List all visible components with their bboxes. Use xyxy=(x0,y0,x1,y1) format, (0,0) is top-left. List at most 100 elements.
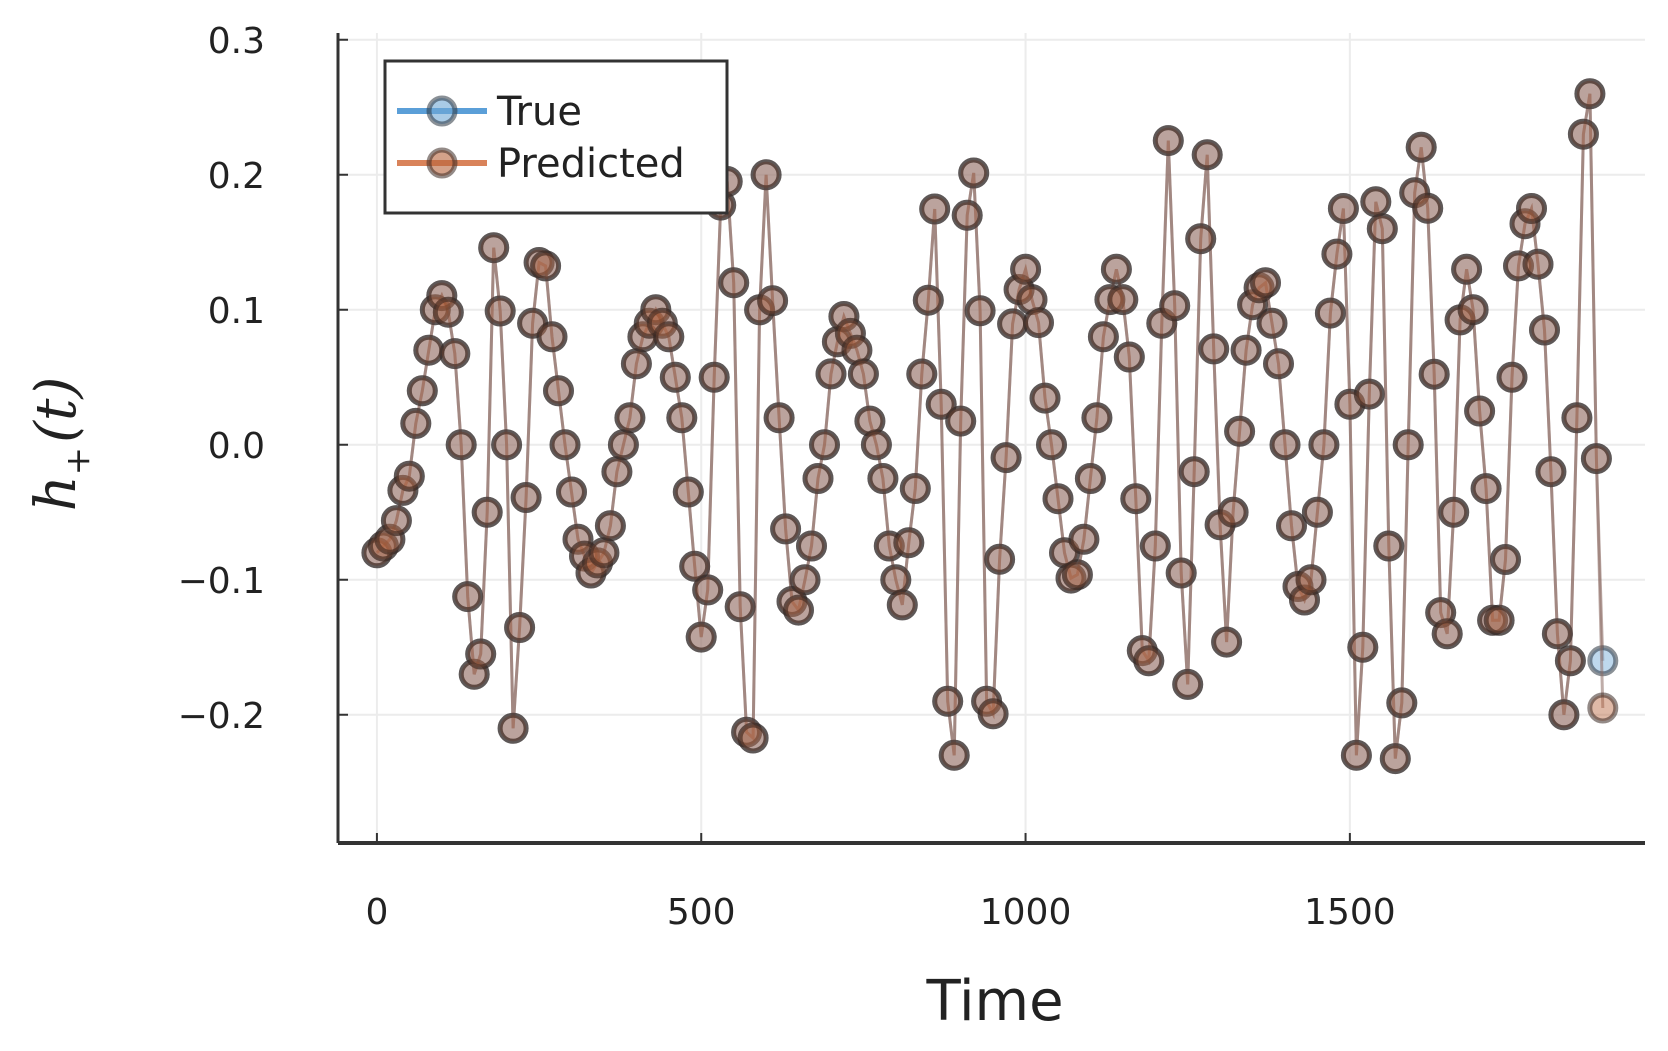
x-tick-label: 500 xyxy=(667,892,736,933)
legend-label-predicted: Predicted xyxy=(497,141,685,187)
data-point-predicted xyxy=(1587,692,1619,724)
data-point-predicted xyxy=(1308,429,1340,461)
data-point-predicted xyxy=(847,358,879,390)
axes xyxy=(336,33,1645,845)
data-point-predicted xyxy=(1496,361,1528,393)
data-point-predicted xyxy=(1516,193,1547,224)
legend-item-predicted: Predicted xyxy=(397,141,685,187)
data-point-predicted xyxy=(1464,395,1496,427)
data-point-predicted xyxy=(1301,496,1333,528)
data-point-predicted xyxy=(1068,523,1100,555)
data-point-predicted xyxy=(997,308,1029,340)
data-point-predicted xyxy=(1081,402,1113,434)
data-point-predicted xyxy=(471,496,503,528)
data-point-predicted xyxy=(1250,267,1281,299)
data-point-predicted xyxy=(809,429,840,461)
svg-text:h+(t): h+ (t) xyxy=(24,377,98,512)
data-point-predicted xyxy=(1529,314,1560,346)
x-tick-label: 1000 xyxy=(980,892,1072,933)
data-point-predicted xyxy=(426,280,458,312)
data-point-predicted xyxy=(380,505,412,537)
data-point-predicted xyxy=(1269,429,1301,461)
data-point-predicted xyxy=(439,338,471,370)
data-point-predicted xyxy=(945,405,977,437)
data-point-predicted xyxy=(1036,429,1067,461)
data-point-predicted xyxy=(1042,483,1074,515)
data-point-predicted xyxy=(860,429,892,461)
data-point-predicted xyxy=(1470,473,1502,505)
data-point-predicted xyxy=(1133,645,1165,677)
x-tick-label: 1500 xyxy=(1304,892,1396,933)
y-axis-title-sub: + xyxy=(58,447,98,476)
data-point-predicted xyxy=(906,358,938,390)
data-point-predicted xyxy=(1010,253,1042,285)
y-tick-label: −0.1 xyxy=(178,561,265,602)
data-point-predicted xyxy=(406,375,438,407)
data-point-predicted xyxy=(1185,223,1217,255)
data-point-predicted xyxy=(1567,118,1599,150)
data-point-predicted xyxy=(1490,544,1521,575)
data-point-predicted xyxy=(1522,248,1554,280)
data-point-predicted xyxy=(1386,687,1418,719)
data-point-predicted xyxy=(1120,483,1152,515)
data-point-predicted xyxy=(1029,382,1061,414)
data-point-predicted xyxy=(679,550,711,582)
data-point-predicted xyxy=(484,295,516,327)
data-point-predicted xyxy=(1172,668,1204,700)
legend-marker-predicted xyxy=(426,147,458,179)
data-point-predicted xyxy=(452,581,484,613)
legend-item-true: True xyxy=(397,89,582,135)
data-point-predicted xyxy=(802,463,834,494)
data-point-predicted xyxy=(620,348,652,380)
data-point-predicted xyxy=(413,334,445,366)
data-point-predicted xyxy=(1580,443,1612,475)
y-axis-title-arg: (t) xyxy=(24,377,89,443)
data-point-predicted xyxy=(607,429,639,461)
data-point-predicted xyxy=(1152,125,1184,157)
data-point-predicted xyxy=(1457,294,1489,326)
tick-labels: 0 500 1000 1500 −0.2 −0.1 0.0 0.1 0.2 0.3 xyxy=(178,21,1396,933)
data-point-predicted xyxy=(1321,238,1353,270)
y-axis-title: h+ (t) xyxy=(24,377,98,512)
data-point-predicted xyxy=(530,250,562,282)
legend-marker-true xyxy=(426,95,458,127)
data-point-predicted xyxy=(1405,131,1437,163)
data-point-predicted xyxy=(1113,341,1145,373)
data-point-predicted xyxy=(1100,253,1132,285)
data-point-predicted xyxy=(432,296,464,328)
data-point-predicted xyxy=(932,685,964,717)
data-point-predicted xyxy=(562,523,594,555)
data-point-predicted xyxy=(1379,743,1411,775)
data-point-predicted xyxy=(556,476,587,508)
data-point-predicted xyxy=(1087,321,1119,353)
data-point-predicted xyxy=(1327,193,1359,224)
data-point-predicted xyxy=(1392,429,1424,461)
data-point-predicted xyxy=(783,594,814,626)
data-point-predicted xyxy=(1340,739,1372,771)
data-point-predicted xyxy=(659,361,691,393)
data-point-predicted xyxy=(1438,496,1470,528)
data-point-predicted xyxy=(601,456,633,488)
data-point-predicted xyxy=(445,429,477,461)
data-point-predicted xyxy=(919,193,951,225)
data-point-predicted xyxy=(497,712,529,744)
data-point-predicted xyxy=(1451,253,1483,285)
y-tick-label: 0.3 xyxy=(208,21,265,62)
data-point-predicted xyxy=(1366,213,1398,245)
data-point-predicted xyxy=(1230,334,1262,366)
data-point-predicted xyxy=(834,317,866,349)
data-point-predicted xyxy=(828,301,860,332)
data-point-predicted xyxy=(1418,358,1450,390)
data-point-predicted xyxy=(1353,378,1385,410)
data-point-predicted xyxy=(594,510,626,542)
data-point-predicted xyxy=(1412,192,1444,224)
data-point-predicted xyxy=(588,537,620,569)
data-point-predicted xyxy=(400,407,432,439)
data-point-predicted xyxy=(1191,139,1223,171)
data-point-predicted xyxy=(1314,297,1346,329)
data-point-predicted xyxy=(1535,456,1567,488)
data-point-predicted xyxy=(478,232,510,264)
data-point-predicted xyxy=(1554,645,1586,677)
data-point-predicted xyxy=(1295,564,1327,596)
